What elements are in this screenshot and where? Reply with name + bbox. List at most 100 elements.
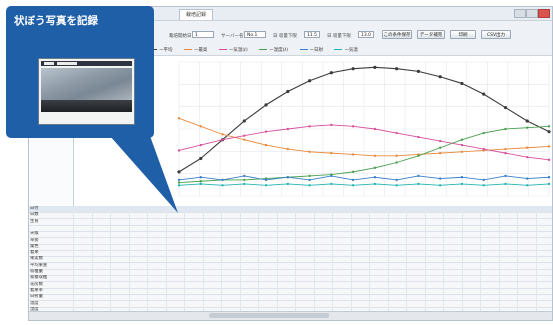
- table-cell[interactable]: [424, 269, 444, 275]
- table-cell[interactable]: [313, 206, 333, 212]
- table-cell[interactable]: [369, 294, 388, 301]
- table-cell[interactable]: [387, 306, 407, 313]
- table-cell[interactable]: [332, 269, 351, 275]
- table-cell[interactable]: [165, 224, 185, 231]
- print-button[interactable]: 印刷: [450, 30, 476, 39]
- table-cell[interactable]: [295, 243, 314, 250]
- table-cell[interactable]: [147, 294, 166, 301]
- table-cell[interactable]: [165, 206, 185, 212]
- data-point[interactable]: [438, 75, 442, 79]
- table-cell[interactable]: [480, 281, 499, 288]
- data-point[interactable]: [177, 149, 181, 152]
- table-cell[interactable]: [184, 256, 203, 263]
- table-cell[interactable]: [498, 275, 518, 282]
- table-cell[interactable]: [202, 206, 222, 212]
- data-point[interactable]: [351, 153, 355, 156]
- table-cell[interactable]: [461, 212, 481, 219]
- table-cell[interactable]: [350, 275, 370, 282]
- table-cell[interactable]: [184, 206, 203, 212]
- data-point[interactable]: [242, 119, 246, 123]
- table-cell[interactable]: [535, 287, 553, 294]
- data-point[interactable]: [460, 138, 464, 141]
- csv-export-button[interactable]: CSV出力: [481, 30, 511, 39]
- table-cell[interactable]: [350, 243, 370, 250]
- table-cell[interactable]: [295, 275, 314, 282]
- table-cell[interactable]: [221, 306, 240, 313]
- table-cell[interactable]: [350, 250, 370, 257]
- data-point[interactable]: [243, 134, 246, 137]
- table-cell[interactable]: [443, 269, 462, 275]
- table-cell[interactable]: [480, 269, 499, 275]
- table-cell[interactable]: [128, 262, 148, 269]
- data-point[interactable]: [373, 65, 377, 69]
- data-point[interactable]: [307, 79, 312, 83]
- table-cell[interactable]: [387, 269, 407, 275]
- table-cell[interactable]: [517, 300, 536, 307]
- data-point[interactable]: [504, 174, 507, 178]
- table-cell[interactable]: [535, 250, 553, 257]
- table-cell[interactable]: [128, 237, 148, 244]
- data-point[interactable]: [438, 146, 442, 149]
- table-cell[interactable]: [128, 206, 148, 212]
- horizontal-scrollbar[interactable]: [29, 311, 552, 320]
- table-cell[interactable]: [276, 206, 296, 212]
- table-cell[interactable]: [535, 306, 553, 313]
- table-cell[interactable]: [332, 243, 351, 250]
- table-cell[interactable]: [350, 218, 370, 225]
- data-point[interactable]: [286, 147, 290, 151]
- table-cell[interactable]: [498, 231, 518, 238]
- data-point[interactable]: [395, 154, 398, 157]
- data-point[interactable]: [264, 103, 268, 107]
- data-point[interactable]: [351, 170, 355, 174]
- data-point[interactable]: [460, 150, 464, 153]
- table-cell[interactable]: [165, 231, 185, 238]
- table-cell[interactable]: [424, 281, 444, 288]
- table-cell[interactable]: [91, 300, 111, 307]
- table-cell[interactable]: [498, 256, 518, 263]
- table-cell[interactable]: [258, 256, 277, 263]
- table-cell[interactable]: [73, 262, 92, 269]
- table-cell[interactable]: [73, 218, 92, 225]
- table-cell[interactable]: [443, 212, 462, 219]
- table-cell[interactable]: [184, 306, 203, 313]
- data-point[interactable]: [221, 133, 224, 136]
- data-point[interactable]: [504, 127, 507, 131]
- data-complete-button[interactable]: データ補完: [417, 30, 445, 39]
- table-cell[interactable]: [128, 300, 148, 307]
- table-cell[interactable]: [202, 231, 222, 238]
- table-cell[interactable]: [461, 262, 481, 269]
- table-cell[interactable]: [443, 300, 462, 307]
- table-cell[interactable]: [498, 212, 518, 219]
- table-cell[interactable]: [369, 306, 388, 313]
- table-cell[interactable]: [424, 262, 444, 269]
- table-cell[interactable]: [239, 243, 259, 250]
- table-cell[interactable]: [258, 269, 277, 275]
- table-cell[interactable]: [221, 237, 240, 244]
- table-cell[interactable]: [406, 300, 425, 307]
- table-cell[interactable]: [350, 212, 370, 219]
- data-point[interactable]: [308, 125, 311, 128]
- table-cell[interactable]: [332, 281, 351, 288]
- table-cell[interactable]: [91, 262, 111, 269]
- data-point[interactable]: [286, 182, 290, 186]
- table-cell[interactable]: [443, 231, 462, 238]
- table-cell[interactable]: [461, 269, 481, 275]
- data-point[interactable]: [395, 178, 398, 182]
- table-cell[interactable]: [221, 231, 240, 238]
- data-point[interactable]: [199, 180, 202, 183]
- table-cell[interactable]: [128, 275, 148, 282]
- data-point[interactable]: [243, 174, 246, 178]
- table-cell[interactable]: [221, 294, 240, 301]
- data-point[interactable]: [177, 170, 181, 174]
- table-cell[interactable]: [128, 224, 148, 231]
- table-cell[interactable]: [350, 231, 370, 238]
- table-cell[interactable]: [295, 237, 314, 244]
- table-cell[interactable]: [184, 243, 203, 250]
- data-point[interactable]: [395, 184, 398, 187]
- table-cell[interactable]: [221, 262, 240, 269]
- data-point[interactable]: [526, 155, 529, 159]
- data-point[interactable]: [526, 146, 529, 149]
- table-cell[interactable]: [350, 262, 370, 269]
- table-cell[interactable]: [387, 281, 407, 288]
- data-point[interactable]: [482, 131, 485, 135]
